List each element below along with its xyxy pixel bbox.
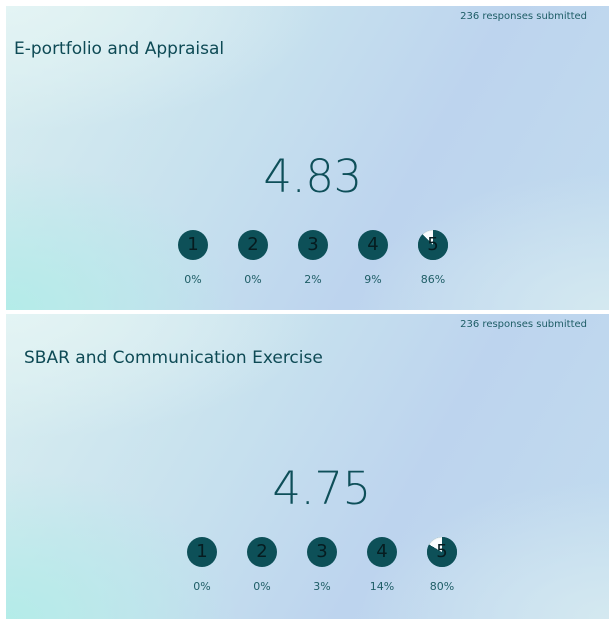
rating-percent: 0% [244, 273, 262, 286]
rating-label: 3 [316, 541, 328, 562]
responses-count: 236 responses submitted [460, 319, 587, 330]
rating-percent: 3% [313, 580, 331, 593]
rating-item-4: 4 14% [352, 537, 412, 593]
rating-percent: 0% [253, 580, 271, 593]
rating-percent: 2% [304, 273, 322, 286]
rating-circle-icon: 1 [178, 230, 208, 260]
rating-distribution: 1 0% 2 0% 3 2% 4 9% 5 86% [163, 229, 463, 286]
rating-circle-icon: 2 [238, 230, 268, 260]
rating-item-3: 3 2% [283, 230, 343, 286]
question-result-panel: 236 responses submitted E-portfolio and … [6, 6, 609, 310]
rating-label: 3 [307, 234, 319, 255]
rating-percent: 0% [193, 580, 211, 593]
rating-label: 5 [427, 234, 439, 255]
rating-circle-icon: 1 [187, 537, 217, 567]
average-score: 4.83 [263, 150, 362, 203]
rating-circle-icon: 4 [358, 230, 388, 260]
rating-item-5: 5 86% [403, 229, 463, 286]
rating-circle-icon: 3 [307, 537, 337, 567]
rating-label: 1 [187, 234, 199, 255]
rating-percent: 86% [420, 273, 446, 286]
rating-circle-partial-icon: 5 [426, 536, 457, 567]
rating-item-2: 2 0% [232, 537, 292, 593]
rating-distribution: 1 0% 2 0% 3 3% 4 14% 5 80% [172, 536, 472, 593]
rating-percent: 9% [364, 273, 382, 286]
rating-circle-icon: 4 [367, 537, 397, 567]
rating-item-4: 4 9% [343, 230, 403, 286]
responses-count: 236 responses submitted [460, 11, 587, 22]
rating-item-1: 1 0% [163, 230, 223, 286]
question-title: SBAR and Communication Exercise [24, 348, 323, 368]
rating-item-3: 3 3% [292, 537, 352, 593]
rating-circle-partial-icon: 5 [417, 229, 448, 260]
rating-label: 2 [247, 234, 259, 255]
rating-label: 2 [256, 541, 268, 562]
rating-item-2: 2 0% [223, 230, 283, 286]
question-result-panel: 236 responses submitted SBAR and Communi… [6, 314, 609, 619]
rating-label: 4 [367, 234, 379, 255]
rating-percent: 14% [369, 580, 395, 593]
average-score: 4.75 [272, 462, 371, 515]
rating-item-5: 5 80% [412, 536, 472, 593]
question-title: E-portfolio and Appraisal [14, 39, 225, 59]
rating-circle-icon: 3 [298, 230, 328, 260]
rating-label: 5 [436, 541, 448, 562]
rating-circle-icon: 2 [247, 537, 277, 567]
rating-percent: 0% [184, 273, 202, 286]
rating-item-1: 1 0% [172, 537, 232, 593]
rating-label: 1 [196, 541, 208, 562]
rating-percent: 80% [429, 580, 455, 593]
rating-label: 4 [376, 541, 388, 562]
